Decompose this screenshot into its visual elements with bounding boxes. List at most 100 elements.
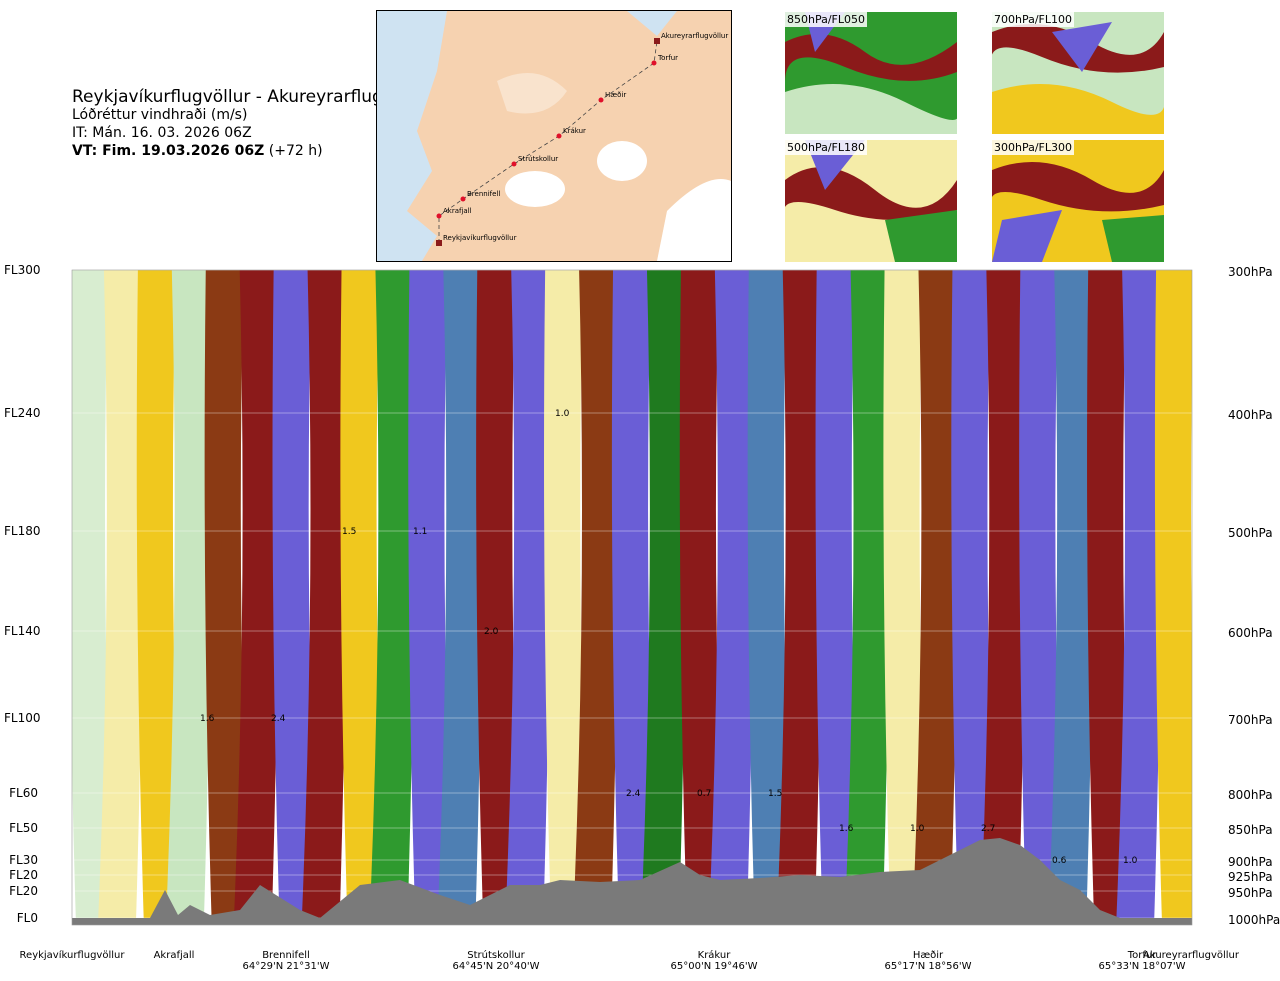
level-map-label: 850hPa/FL050 bbox=[785, 12, 868, 27]
velocity-band bbox=[844, 270, 890, 925]
chart-header: Reykjavíkurflugvöllur - Akureyrarflugvöl… bbox=[72, 88, 431, 160]
level-map-300: 300hPa/FL300 bbox=[990, 140, 1164, 262]
waypoint-coord: 65°00'N 19°46'W bbox=[670, 961, 758, 972]
flight-level-label: FL0 bbox=[16, 911, 38, 925]
velocity-band bbox=[437, 270, 483, 925]
velocity-band bbox=[1019, 270, 1065, 925]
velocity-band bbox=[204, 270, 250, 925]
flight-level-label: FL300 bbox=[4, 263, 41, 277]
velocity-band bbox=[301, 270, 347, 925]
velocity-band bbox=[1048, 270, 1094, 925]
velocity-band bbox=[476, 270, 522, 925]
waypoint-axis-label: Brennifell 64°29'N 21°31'W bbox=[243, 950, 330, 972]
waypoint-name: Reykjavíkurflugvöllur bbox=[19, 950, 125, 961]
waypoint-label: Brennifell bbox=[467, 190, 500, 198]
velocity-band bbox=[776, 270, 822, 925]
waypoint-axis-label: Strútskollur 64°45'N 20°40'W bbox=[453, 950, 540, 972]
velocity-band bbox=[573, 270, 619, 925]
velocity-band bbox=[136, 270, 182, 925]
velocity-band bbox=[97, 270, 144, 925]
pressure-label: 300hPa bbox=[1228, 265, 1273, 279]
velocity-band bbox=[505, 270, 551, 925]
terrain-profile bbox=[72, 838, 1192, 925]
waypoint-coord: 64°45'N 20°40'W bbox=[452, 961, 540, 972]
waypoint-marker bbox=[460, 196, 466, 202]
pressure-label: 1000hPa bbox=[1228, 913, 1280, 927]
value-label: 1.0 bbox=[910, 824, 925, 834]
variable-label: Lóðréttur vindhraði (m/s) bbox=[72, 107, 248, 123]
waypoint-axis-label: Reykjavíkurflugvöllur bbox=[20, 950, 125, 961]
velocity-band bbox=[611, 270, 657, 925]
flight-level-label: FL30 bbox=[9, 853, 38, 867]
waypoint-marker bbox=[436, 240, 442, 246]
map-track bbox=[438, 40, 658, 243]
waypoint-coord: 65°17'N 18°56'W bbox=[884, 961, 972, 972]
velocity-band bbox=[72, 270, 114, 925]
pressure-label: 950hPa bbox=[1228, 886, 1273, 900]
waypoint-marker bbox=[651, 60, 657, 66]
value-label: 0.7 bbox=[697, 789, 711, 799]
level-map-850: 850hPa/FL050 bbox=[785, 12, 958, 134]
pressure-label: 500hPa bbox=[1228, 526, 1273, 540]
waypoint-label: Akrafjall bbox=[443, 207, 472, 215]
issue-time: IT: Mán. 16. 03. 2026 06Z bbox=[72, 125, 252, 141]
velocity-band bbox=[815, 270, 861, 925]
waypoint-name: Akureyrarflugvöllur bbox=[1142, 950, 1240, 961]
flight-level-label: FL240 bbox=[4, 406, 41, 420]
velocity-band bbox=[883, 270, 929, 925]
value-label: 2.4 bbox=[271, 714, 286, 724]
velocity-band bbox=[340, 270, 386, 925]
velocity-band bbox=[408, 270, 454, 925]
velocity-band bbox=[165, 270, 211, 925]
valid-offset: (+72 h) bbox=[264, 143, 323, 159]
plot-frame bbox=[71, 269, 1193, 926]
waypoint-label: Reykjavíkurflugvöllur bbox=[443, 234, 517, 242]
value-label: 2.7 bbox=[981, 824, 995, 834]
waypoint-marker bbox=[654, 38, 660, 44]
value-label: 2.4 bbox=[626, 789, 641, 799]
level-map-label: 300hPa/FL300 bbox=[992, 140, 1075, 155]
waypoint-coord: 64°29'N 21°31'W bbox=[242, 961, 330, 972]
pressure-label: 800hPa bbox=[1228, 788, 1273, 802]
route-title: Reykjavíkurflugvöllur - Akureyrarflugvöl… bbox=[72, 87, 431, 107]
map-waypoints: Akureyrarflugvöllur Torfur Hæðir Krákur Strú… bbox=[436, 32, 728, 246]
velocity-band bbox=[747, 270, 793, 925]
waypoint-axis-label: Hæðir 65°17'N 18°56'W bbox=[885, 950, 972, 972]
waypoint-name: Strútskollur bbox=[467, 950, 525, 961]
level-map-500: 500hPa/FL180 bbox=[783, 140, 957, 262]
velocity-band bbox=[1087, 270, 1133, 925]
level-map-700: 700hPa/FL100 bbox=[990, 12, 1165, 134]
value-label: 1.6 bbox=[200, 714, 215, 724]
waypoint-marker bbox=[436, 213, 442, 219]
waypoint-name: Hæðir bbox=[912, 950, 944, 961]
level-map-label: 700hPa/FL100 bbox=[992, 12, 1075, 27]
velocity-band bbox=[272, 270, 318, 925]
flight-level-label: FL20 bbox=[9, 868, 38, 882]
waypoint-label: Hæðir bbox=[605, 91, 626, 99]
level-map-label: 500hPa/FL180 bbox=[785, 140, 868, 155]
waypoint-axis-label: Akureyrarflugvöllur bbox=[1143, 950, 1239, 961]
velocity-band bbox=[233, 270, 279, 925]
pressure-label: 400hPa bbox=[1228, 408, 1273, 422]
flight-level-label: FL180 bbox=[4, 524, 41, 538]
velocity-band bbox=[708, 270, 754, 925]
value-label: 1.0 bbox=[555, 409, 570, 419]
waypoint-label: Strútskollur bbox=[518, 155, 558, 163]
pressure-label: 700hPa bbox=[1228, 713, 1273, 727]
flight-level-label: FL60 bbox=[9, 786, 38, 800]
velocity-band bbox=[980, 270, 1026, 925]
waypoint-label: Torfur bbox=[657, 54, 678, 62]
map-glacier-3 bbox=[657, 179, 731, 261]
value-label: 1.1 bbox=[413, 527, 427, 537]
flight-level-label: FL20 bbox=[9, 884, 38, 898]
velocity-band bbox=[1154, 270, 1192, 925]
velocity-band bbox=[912, 270, 958, 925]
velocity-band bbox=[369, 270, 415, 925]
value-label: 1.6 bbox=[839, 824, 854, 834]
valid-time: VT: Fim. 19.03.2026 06Z bbox=[72, 143, 265, 159]
waypoint-marker bbox=[556, 133, 562, 139]
value-label: 2.0 bbox=[484, 627, 499, 637]
route-map: Akureyrarflugvöllur Torfur Hæðir Krákur Strú… bbox=[376, 10, 732, 262]
value-label: 1.5 bbox=[768, 789, 782, 799]
